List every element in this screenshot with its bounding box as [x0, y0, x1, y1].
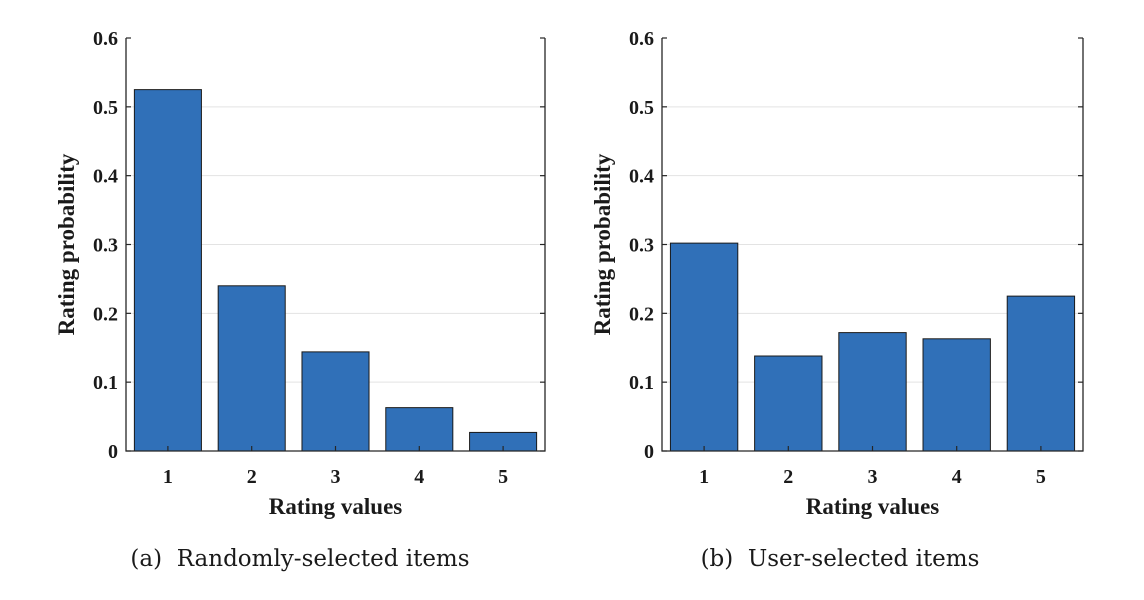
- y-tick-label: 0.5: [93, 97, 118, 119]
- y-tick-label: 0.1: [629, 372, 654, 394]
- y-tick-label: 0.3: [629, 235, 654, 257]
- y-axis-label: Rating probability: [54, 153, 79, 335]
- y-tick-label: 0.3: [93, 235, 118, 257]
- bar-rating-2: [217, 285, 286, 452]
- panel-user-selected: 0 0.1 0.2 0.3 0.4 0.5 0.6 1 2 3 4 5 Rating values Rat…: [590, 28, 1084, 572]
- y-tick-label: 0.6: [93, 28, 118, 50]
- bar-rating-4: [385, 407, 454, 452]
- subfigure-caption: (b) User-selected items: [701, 546, 980, 572]
- y-tick-label: 0.1: [93, 372, 118, 394]
- bar-rating-3: [301, 351, 370, 452]
- y-tick-label: 0.4: [93, 166, 118, 188]
- panel-randomly-selected: 0 0.1 0.2 0.3 0.4 0.5 0.6 1 2 3 4 5 Rating values Rat…: [54, 28, 546, 572]
- x-axis-label: Rating values: [806, 494, 940, 519]
- bar-rating-5: [1006, 295, 1076, 452]
- y-tick-label: 0.2: [629, 303, 654, 325]
- y-tick-label: 0.4: [629, 166, 654, 188]
- x-tick-label: 1: [699, 466, 709, 488]
- x-tick-label: 4: [952, 466, 962, 488]
- y-tick-label: 0: [108, 441, 118, 463]
- bar-rating-4: [922, 338, 991, 452]
- bar-rating-1: [133, 89, 202, 452]
- y-tick-label: 0.5: [629, 97, 654, 119]
- y-tick-label: 0.2: [93, 303, 118, 325]
- y-axis-label: Rating probability: [590, 153, 615, 335]
- x-tick-label: 2: [783, 466, 793, 488]
- x-tick-label: 1: [163, 466, 173, 488]
- bar-rating-2: [754, 355, 823, 452]
- bar-rating-3: [838, 332, 907, 452]
- y-tick-label: 0.6: [629, 28, 654, 50]
- y-tick-label: 0: [644, 441, 654, 463]
- x-tick-label: 5: [1036, 466, 1046, 488]
- subfigure-caption: (a) Randomly-selected items: [130, 546, 469, 572]
- x-tick-label: 5: [498, 466, 508, 488]
- x-tick-label: 3: [331, 466, 341, 488]
- x-tick-label: 3: [868, 466, 878, 488]
- x-axis-label: Rating values: [269, 494, 403, 519]
- x-tick-label: 4: [414, 466, 424, 488]
- bar-rating-1: [669, 242, 739, 452]
- x-tick-label: 2: [247, 466, 257, 488]
